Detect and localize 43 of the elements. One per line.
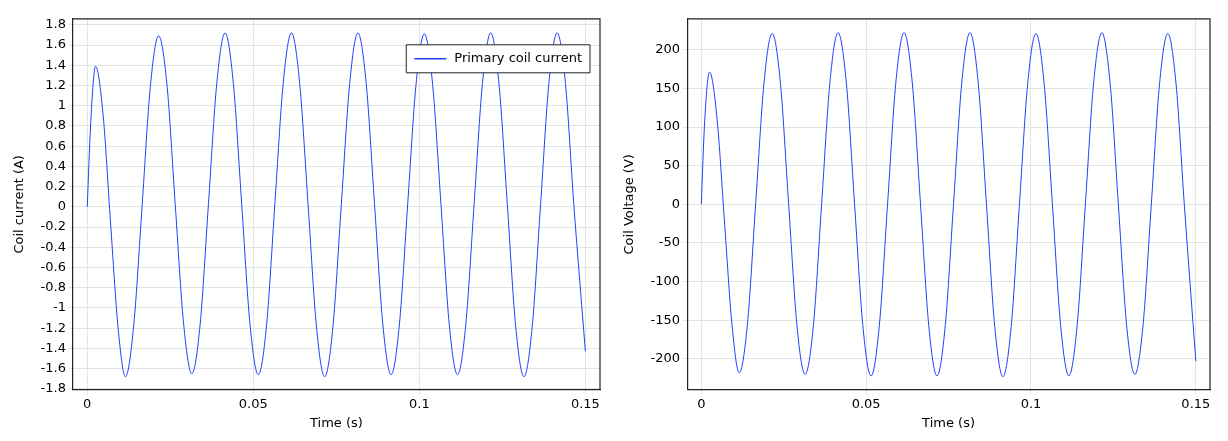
x-axis-title: Time (s) bbox=[309, 414, 363, 430]
x-tick-label: 0.1 bbox=[409, 395, 430, 411]
y-tick-label: -200 bbox=[650, 350, 681, 366]
y-tick-label: -100 bbox=[650, 272, 681, 288]
y-tick-label: -1.2 bbox=[40, 319, 66, 335]
y-tick-label: 0.2 bbox=[45, 177, 66, 193]
y-tick-label: -0.8 bbox=[40, 279, 66, 295]
y-tick-label: 0.4 bbox=[45, 157, 66, 173]
y-tick-label: -0.2 bbox=[40, 218, 66, 234]
y-tick-label: 0.8 bbox=[45, 117, 66, 133]
y-tick-label: -1.8 bbox=[40, 380, 66, 396]
x-tick-label: 0.15 bbox=[1181, 395, 1211, 411]
y-tick-label: 0 bbox=[57, 198, 66, 214]
y-axis-title: Coil current (A) bbox=[11, 155, 27, 254]
x-axis-title: Time (s) bbox=[921, 414, 975, 430]
y-tick-label: 1.6 bbox=[45, 36, 66, 52]
x-tick-label: 0 bbox=[83, 395, 92, 411]
x-tick-label: 0.1 bbox=[1020, 395, 1042, 411]
y-tick-label: -0.6 bbox=[40, 258, 66, 274]
y-tick-label: 200 bbox=[655, 41, 681, 57]
y-tick-label: -1.6 bbox=[40, 359, 66, 375]
y-tick-label: 1.8 bbox=[45, 16, 66, 32]
x-tick-label: 0.05 bbox=[238, 395, 268, 411]
y-tick-label: 0 bbox=[671, 195, 681, 211]
y-tick-label: -0.4 bbox=[40, 238, 66, 254]
y-axis-title: Coil Voltage (V) bbox=[621, 154, 637, 255]
y-tick-label: 1.4 bbox=[45, 56, 66, 72]
legend-label: Primary coil current bbox=[454, 50, 583, 66]
y-tick-label: -150 bbox=[650, 311, 681, 327]
line-series bbox=[86, 32, 586, 378]
y-tick-label: 150 bbox=[655, 79, 681, 95]
y-tick-label: -1 bbox=[53, 299, 66, 315]
y-tick-label: -1.4 bbox=[40, 339, 66, 355]
x-tick-label: 0.05 bbox=[851, 395, 881, 411]
y-tick-label: -50 bbox=[658, 234, 681, 250]
y-tick-label: 1.2 bbox=[45, 76, 66, 92]
x-tick-label: 0.15 bbox=[570, 395, 600, 411]
y-tick-label: 50 bbox=[663, 157, 681, 173]
y-tick-label: 0.6 bbox=[45, 137, 66, 153]
y-tick-label: 100 bbox=[655, 118, 681, 134]
x-tick-label: 0 bbox=[697, 395, 706, 411]
line-series bbox=[700, 32, 1197, 378]
y-tick-label: 1 bbox=[57, 97, 66, 113]
